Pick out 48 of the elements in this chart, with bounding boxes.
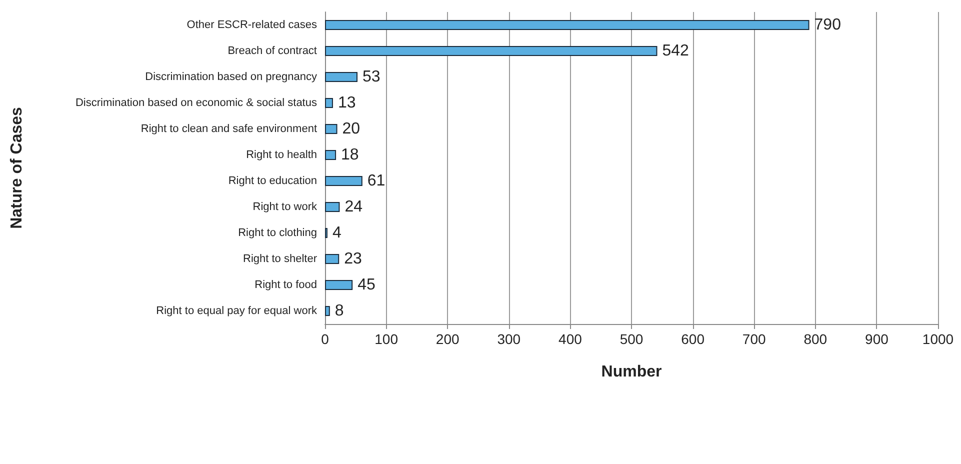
bar <box>325 254 340 264</box>
data-label: 20 <box>342 120 360 138</box>
x-tick-label: 500 <box>620 331 644 347</box>
bar <box>325 46 658 56</box>
x-axis-title: Number <box>601 364 662 380</box>
bar <box>325 306 330 316</box>
x-tick-label: 400 <box>558 331 582 347</box>
y-tick-label: Right to clothing <box>238 227 317 239</box>
y-axis-title: Nature of Cases <box>8 106 26 229</box>
y-tick-label: Discrimination based on pregnancy <box>145 71 318 83</box>
bar <box>325 280 353 290</box>
data-label: 24 <box>344 198 363 216</box>
bar <box>325 176 362 186</box>
data-label: 4 <box>332 224 342 242</box>
y-tick-label: Right to shelter <box>243 253 318 265</box>
x-tick-label: 900 <box>865 331 889 347</box>
data-label: 45 <box>358 276 376 294</box>
bar <box>325 72 358 82</box>
bar <box>325 20 810 30</box>
bar <box>325 98 333 108</box>
data-label: 542 <box>662 42 690 60</box>
data-label: 790 <box>814 16 842 34</box>
data-label: 13 <box>338 94 356 112</box>
x-tick-label: 0 <box>321 331 330 347</box>
y-tick-label: Right to education <box>228 175 317 187</box>
x-tick-label: 600 <box>681 331 705 347</box>
x-tick-label: 100 <box>374 331 398 347</box>
y-tick-label: Right to clean and safe environment <box>140 123 317 135</box>
y-tick-label: Breach of contract <box>228 45 317 57</box>
y-tick-label: Discrimination based on economic & social status <box>75 97 318 109</box>
data-label: 23 <box>344 250 362 268</box>
x-tick-label: 800 <box>804 331 828 347</box>
bar <box>325 150 336 160</box>
y-tick-label: Right to work <box>252 201 318 213</box>
y-tick-label: Right to food <box>254 279 317 291</box>
data-label: 18 <box>341 146 359 164</box>
bar <box>325 124 338 134</box>
x-tick-label: 700 <box>742 331 766 347</box>
x-tick-label: 200 <box>436 331 460 347</box>
x-tick-label: 1000 <box>922 331 954 347</box>
y-tick-label: Other ESCR-related cases <box>186 19 318 31</box>
y-tick-label: Right to equal pay for equal work <box>156 305 318 317</box>
x-tick-label: 300 <box>497 331 521 347</box>
y-tick-label: Right to health <box>246 149 317 161</box>
data-label: 53 <box>362 68 380 86</box>
data-label: 61 <box>367 172 386 190</box>
data-label: 8 <box>334 302 344 320</box>
bar <box>325 202 340 212</box>
